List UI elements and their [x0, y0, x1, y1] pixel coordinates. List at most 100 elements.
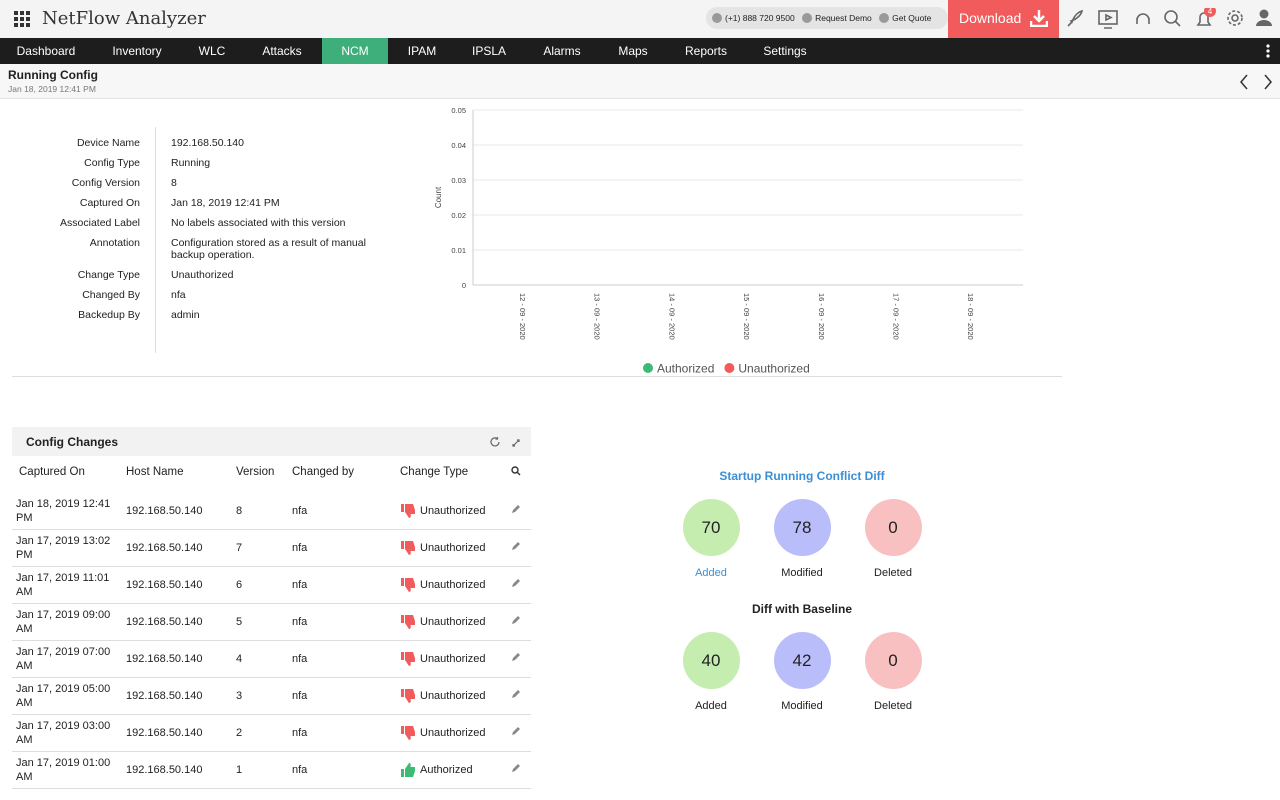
cell-text: Jan 17, 2019 09:00 AM [16, 609, 111, 635]
panel-tools[interactable] [490, 436, 522, 448]
detail-value: 192.168.50.140 [171, 137, 244, 149]
cell-text: 7 [236, 542, 243, 554]
toolbar-icons[interactable]: 4 [1064, 8, 1274, 32]
cell-text: nfa [292, 579, 308, 591]
detail-value: Configuration stored as a result of manu… [171, 237, 366, 261]
cell-text: Jan 17, 2019 13:02 PM [16, 535, 111, 561]
legend-label[interactable]: Unauthorized [738, 362, 809, 376]
column-header: Changed by [292, 466, 355, 478]
nav-item[interactable]: WLC [198, 44, 226, 58]
apps-icon[interactable] [14, 11, 30, 27]
cell-text: Unauthorized [420, 615, 486, 628]
thumb-down-icon [401, 652, 415, 667]
edit-cell[interactable] [507, 640, 531, 678]
y-axis-label: Count [434, 186, 443, 208]
cell-text: nfa [292, 690, 308, 702]
cell: 192.168.50.140 [122, 714, 232, 752]
detail-label: Config Version [71, 177, 140, 189]
x-tick-label: 17 - 09 - 2020 [892, 293, 901, 340]
cell: nfa [288, 603, 396, 641]
cell-text: 4 [236, 653, 243, 665]
table-row: Jan 17, 2019 13:02 PM 192.168.50.140 7 nfa U… [12, 529, 531, 567]
download-icon [1030, 10, 1048, 27]
detail-label: Config Type [84, 157, 140, 169]
download-button[interactable]: Download [948, 0, 1059, 38]
chart: 0 0.01 0.02 0.03 0.04 0.05 Count 12 - 09 - 2020… [434, 106, 1023, 376]
column-header: Captured On [19, 466, 85, 478]
table-row: Jan 17, 2019 09:00 AM 192.168.50.140 5 nfa U… [12, 603, 531, 641]
cell: 192.168.50.140 [122, 751, 232, 789]
search-cell [507, 461, 531, 483]
cell-text: 1 [236, 764, 243, 776]
nav-item[interactable]: Dashboard [16, 44, 76, 58]
nav-item[interactable]: Inventory [112, 44, 162, 58]
nav-item[interactable]: Maps [618, 44, 648, 58]
column-header: Change Type [400, 466, 469, 478]
cell-text: nfa [292, 653, 308, 665]
cell: 1 [232, 751, 288, 789]
edit-cell[interactable] [507, 566, 531, 604]
y-tick-label: 0.05 [451, 106, 466, 115]
edit-cell[interactable] [507, 677, 531, 715]
cell: Authorized [396, 751, 507, 789]
nav-item[interactable]: Settings [763, 44, 807, 58]
cell: Unauthorized [396, 493, 507, 530]
get-quote[interactable]: Get Quote [892, 13, 932, 23]
pager-arrows[interactable] [1236, 74, 1276, 90]
y-tick-label: 0.02 [451, 211, 466, 220]
edit-cell[interactable] [507, 493, 531, 530]
cell: Jan 17, 2019 11:01 AM [12, 566, 122, 604]
nav-item[interactable]: Attacks [262, 44, 302, 58]
detail-label: Change Type [77, 269, 140, 281]
edit-cell[interactable] [507, 751, 531, 789]
cell-text: nfa [292, 727, 308, 739]
nav-item[interactable]: NCM [322, 38, 388, 64]
cell-text: 192.168.50.140 [126, 505, 203, 517]
more-menu[interactable] [1264, 43, 1272, 59]
nav-item[interactable]: Alarms [543, 44, 581, 58]
detail-label: Annotation [89, 237, 140, 249]
cell: nfa [288, 566, 396, 604]
cell-text: 8 [236, 505, 243, 517]
phone[interactable]: (+1) 888 720 9500 [725, 13, 795, 23]
diff-label: Deleted [874, 700, 912, 712]
nav-item[interactable]: Reports [684, 44, 728, 58]
diff-circle: 0 [864, 499, 922, 556]
edit-cell[interactable] [507, 603, 531, 641]
edit-cell[interactable] [507, 714, 531, 752]
cell: nfa [288, 751, 396, 789]
diff-label[interactable]: Added [695, 567, 727, 579]
edit-cell[interactable] [507, 529, 531, 567]
cell-text: Unauthorized [420, 504, 486, 517]
nav-item[interactable]: IPAM [407, 44, 437, 58]
detail-label: Captured On [79, 197, 140, 209]
cell: 192.168.50.140 [122, 493, 232, 530]
detail-value: admin [171, 309, 200, 321]
cell: 192.168.50.140 [122, 640, 232, 678]
detail-value: nfa [171, 289, 186, 301]
header-row: Captured On Host Name Version Changed by Cha… [12, 461, 531, 483]
table-row: Jan 17, 2019 05:00 AM 192.168.50.140 3 nfa U… [12, 677, 531, 715]
request-demo[interactable]: Request Demo [815, 13, 872, 23]
table-row: Jan 18, 2019 12:41 PM 192.168.50.140 8 nfa U… [12, 493, 531, 530]
cell-text: 192.168.50.140 [126, 727, 203, 739]
detail-value: Running [171, 157, 211, 169]
diff-circle: 70 [682, 499, 740, 556]
column-header: Host Name [126, 466, 184, 478]
cell: Jan 17, 2019 09:00 AM [12, 603, 122, 641]
separator [12, 376, 1062, 377]
cell: 8 [232, 493, 288, 530]
cell-text: Unauthorized [420, 689, 486, 702]
detail-value: Jan 18, 2019 12:41 PM [171, 197, 280, 209]
panel-header: Config Changes [12, 427, 531, 456]
legend-label[interactable]: Authorized [657, 362, 714, 376]
diff-circle: 42 [773, 632, 831, 689]
cell-text: 192.168.50.140 [126, 616, 203, 628]
cell-text: Unauthorized [420, 578, 486, 591]
cell-text: Unauthorized [420, 541, 486, 554]
cell: nfa [288, 640, 396, 678]
nav-item[interactable]: IPSLA [471, 44, 507, 58]
cell-text: nfa [292, 764, 308, 776]
table-row: Jan 17, 2019 11:01 AM 192.168.50.140 6 nfa U… [12, 566, 531, 604]
